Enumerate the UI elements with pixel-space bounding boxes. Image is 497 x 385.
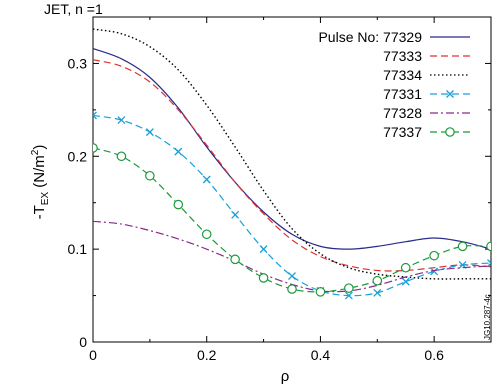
- data-point-77337: [258, 273, 269, 283]
- legend-label: 77337: [383, 124, 422, 140]
- legend-swatch-marker: [446, 90, 454, 98]
- series-layer: [93, 28, 491, 300]
- series-line-77329: [93, 48, 491, 250]
- data-point-77331: [430, 267, 439, 276]
- legend-label: 77328: [383, 105, 422, 121]
- legend-swatch-marker: [445, 127, 455, 137]
- data-point-77331: [117, 116, 126, 125]
- y-label-end: ): [31, 145, 48, 150]
- data-point-77337: [173, 199, 184, 210]
- marker-stroke: [430, 267, 439, 276]
- figure-reference: JG10.287-4c: [483, 294, 492, 340]
- legend-entry-77331: 77331: [383, 86, 470, 102]
- data-point-77337: [315, 287, 326, 297]
- marker-stroke: [259, 245, 268, 254]
- marker-stroke: [93, 114, 97, 120]
- x-tick-label: 0: [89, 347, 97, 363]
- series-line-77337: [93, 147, 491, 293]
- data-point-77337: [116, 151, 127, 162]
- data-point-77337: [486, 241, 491, 252]
- series-77333: [93, 59, 491, 272]
- legend-label: Pulse No: 77329: [318, 29, 422, 45]
- legend-label: 77334: [383, 67, 422, 83]
- marker-stroke: [487, 262, 491, 268]
- data-point-77337: [400, 262, 411, 273]
- y-tick-label: 0.3: [68, 55, 88, 71]
- series-77337: [93, 143, 491, 297]
- marker-stroke: [446, 90, 454, 98]
- y-tick-label: 0.2: [68, 148, 88, 164]
- legend-entry-77333: 77333: [383, 48, 470, 64]
- data-point-77337: [230, 254, 240, 265]
- y-label-sup: 2: [30, 149, 41, 155]
- y-label-main: -T: [31, 205, 48, 219]
- marker-stroke: [174, 147, 183, 156]
- data-point-77331: [487, 259, 491, 268]
- series-77334: [93, 28, 491, 280]
- y-tick-label: 0.1: [68, 241, 88, 257]
- plot-frame: [92, 16, 492, 343]
- data-point-77337: [457, 241, 468, 252]
- marker-stroke: [145, 128, 154, 137]
- data-point-77331: [231, 210, 240, 219]
- legend-label: 77331: [383, 86, 422, 102]
- data-point-77331: [174, 147, 183, 156]
- data-point-77337: [201, 229, 212, 240]
- y-axis-label: -TEX (N/m2): [30, 145, 51, 220]
- marker-stroke: [344, 291, 353, 300]
- series-77329: [93, 48, 491, 250]
- data-point-77337: [344, 283, 354, 293]
- data-point-77331: [373, 288, 382, 297]
- marker-stroke: [401, 277, 410, 286]
- legend-entry-77334: 77334: [383, 67, 470, 83]
- y-tick-label: 0: [79, 334, 87, 350]
- marker-stroke: [373, 288, 382, 297]
- data-point-77331: [401, 277, 410, 286]
- data-point-77331: [259, 245, 268, 254]
- data-point-77331: [145, 128, 154, 137]
- x-tick-label: 0.6: [424, 347, 444, 363]
- x-tick-label: 0.4: [311, 347, 331, 363]
- marker-stroke: [487, 259, 491, 264]
- legend-label: 77333: [383, 48, 422, 64]
- series-line-77334: [93, 28, 491, 280]
- chart-title: JET, n =1: [44, 1, 103, 17]
- data-point-77331: [344, 291, 353, 300]
- data-point-77331: [288, 272, 296, 281]
- data-point-77337: [287, 284, 297, 294]
- x-tick-label: 0.2: [197, 347, 217, 363]
- y-label-sub: EX: [40, 192, 51, 206]
- marker-stroke: [458, 260, 467, 269]
- series-line-77333: [93, 59, 491, 272]
- legend-entry-77328: 77328: [383, 105, 470, 121]
- axes: 0 0.2 0.4 0.6 0 0.1 0.2 0.3: [68, 17, 491, 363]
- marker-stroke: [93, 111, 97, 117]
- y-label-unit: (N/m: [31, 155, 48, 192]
- legend: Pulse No: 77329 77333 77334 77331 77328 77337: [318, 29, 470, 140]
- data-point-77337: [429, 250, 439, 261]
- legend-entry-77329: Pulse No: 77329: [318, 29, 470, 45]
- data-point-77331: [202, 175, 211, 184]
- data-point-77337: [145, 170, 155, 181]
- marker-stroke: [117, 116, 126, 125]
- marker-stroke: [288, 272, 296, 281]
- data-point-77337: [93, 143, 98, 153]
- legend-entry-77337: 77337: [383, 124, 470, 140]
- data-point-77337: [372, 275, 383, 286]
- marker-stroke: [231, 210, 240, 219]
- x-axis-label: ρ: [281, 368, 290, 385]
- marker-stroke: [202, 175, 211, 184]
- data-point-77331: [93, 111, 97, 120]
- series-line-77331: [93, 114, 491, 297]
